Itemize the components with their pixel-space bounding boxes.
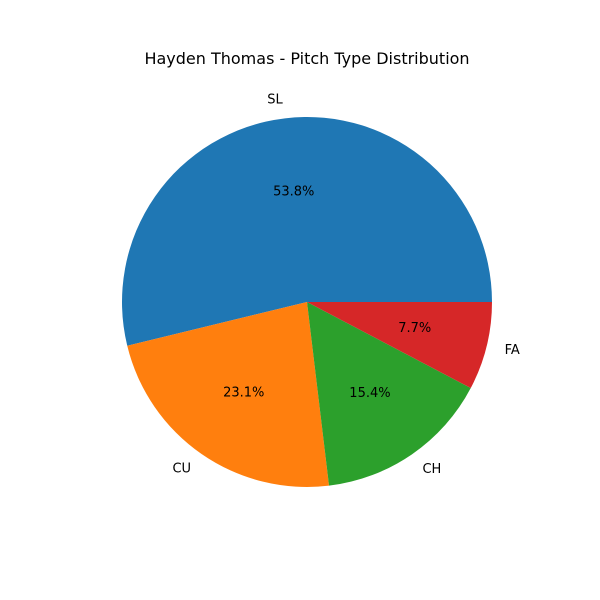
chart-title: Hayden Thomas - Pitch Type Distribution xyxy=(144,49,469,68)
percent-label-cu: 23.1% xyxy=(223,386,264,401)
slice-label-cu: CU xyxy=(172,462,191,477)
slice-label-ch: CH xyxy=(422,462,441,477)
slice-label-sl: SL xyxy=(267,92,283,107)
percent-label-fa: 7.7% xyxy=(398,321,431,336)
percent-label-ch: 15.4% xyxy=(349,386,390,401)
pie-slices xyxy=(121,117,492,487)
pie-slice-cu xyxy=(127,302,330,487)
pie-slice-sl xyxy=(121,117,492,346)
percent-label-sl: 53.8% xyxy=(273,184,314,199)
slice-label-fa: FA xyxy=(505,343,520,358)
pie-labels: SL 53.8% CU 23.1% CH 15.4% FA 7.7% xyxy=(172,92,519,477)
pie-slice-fa xyxy=(307,302,492,389)
pie-slice-ch xyxy=(307,302,471,486)
